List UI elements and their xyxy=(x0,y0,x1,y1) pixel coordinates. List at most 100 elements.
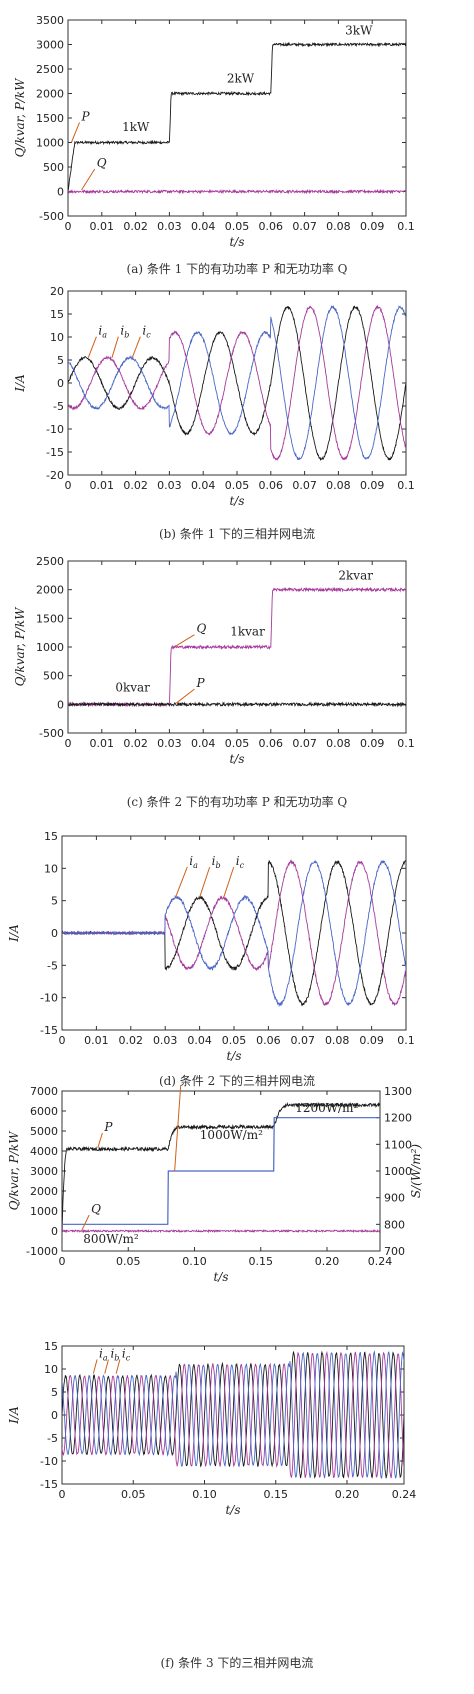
annotation-label: ia xyxy=(98,324,107,340)
y-tick-label: 6000 xyxy=(30,1105,58,1118)
y-tick-label: 2500 xyxy=(36,555,64,568)
y-tick-label: 10 xyxy=(44,1363,58,1376)
x-tick-label: 0.02 xyxy=(123,220,148,233)
chart-svg-e: 0 0.05 0.10 0.15 0.20 0.24-100001000200030004… xyxy=(7,1085,423,1284)
series-Q xyxy=(68,188,406,195)
series-ic xyxy=(62,1350,404,1479)
y-tick-label: -10 xyxy=(46,423,64,436)
annotation-label: 1200W/m² xyxy=(295,1101,358,1115)
chart-caption: (b) 条件 1 下的三相并网电流 xyxy=(158,527,316,541)
y-tick-label: 2000 xyxy=(36,88,64,101)
annotation-leader xyxy=(81,168,96,191)
series-ic xyxy=(68,304,406,461)
x-tick-label: 0.05 xyxy=(222,1034,247,1047)
y-tick-label: 1000 xyxy=(36,137,64,150)
y-tick-label: 2000 xyxy=(36,584,64,597)
y2-tick-label: 1000 xyxy=(384,1165,412,1178)
y-axis-label: Q/kvar, P/kW xyxy=(13,77,27,158)
x-tick-label: 0.15 xyxy=(249,1255,274,1268)
y2-tick-label: 1300 xyxy=(384,1085,412,1098)
y-tick-label: 0 xyxy=(51,1409,58,1422)
y2-tick-label: 900 xyxy=(384,1192,405,1205)
annotation-label: 2kW xyxy=(227,72,255,86)
annotation-leader xyxy=(115,1359,121,1374)
chart-svg-f: 0 0.05 0.10 0.15 0.20 0.24 -15 -10 -5 0 5 10 15 t/s I/… xyxy=(7,1340,416,1517)
x-tick-label: 0.09 xyxy=(360,737,385,750)
y-tick-label: -5 xyxy=(47,1432,58,1445)
annotation-leader xyxy=(104,1359,109,1374)
x-tick-label: 0.01 xyxy=(84,1034,109,1047)
y-tick-label: 1500 xyxy=(36,112,64,125)
y-tick-label: -500 xyxy=(39,210,64,223)
x-tick-label: 0.06 xyxy=(259,479,284,492)
x-tick-label: 0.04 xyxy=(191,737,216,750)
annotation-leader xyxy=(175,866,188,898)
annotation-label: ia xyxy=(99,1347,108,1363)
series-ib xyxy=(62,1350,404,1479)
x-tick-label: 0.07 xyxy=(292,479,317,492)
annotation-leader xyxy=(92,1359,98,1374)
chart-svg-b: 0 0.01 0.02 0.03 0.04 0.05 0.06 0.07 0.08 0.09 0.1… xyxy=(13,285,415,508)
y-tick-label: -500 xyxy=(39,727,64,740)
x-tick-label: 0.10 xyxy=(192,1488,217,1501)
plot-frame xyxy=(67,19,407,217)
chart-caption: (a) 条件 1 下的有功功率 P 和无功功率 Q xyxy=(126,262,348,276)
y-tick-label: 4000 xyxy=(30,1145,58,1158)
y-tick-label: -5 xyxy=(47,959,58,972)
annotation-label: 1000W/m² xyxy=(200,1128,263,1142)
annotation-label: ib xyxy=(212,854,221,870)
chart-caption: (f) 条件 3 下的三相并网电流 xyxy=(160,1656,314,1670)
y2-tick-label: 700 xyxy=(384,1245,405,1258)
series-ic xyxy=(62,859,406,1008)
x-tick-label: 0.08 xyxy=(326,220,351,233)
y2-tick-label: 1200 xyxy=(384,1112,412,1125)
x-tick-label: 0.07 xyxy=(292,220,317,233)
x-tick-label: 0.04 xyxy=(187,1034,212,1047)
x-axis-label: t/s xyxy=(229,235,244,249)
x-tick-label: 0 xyxy=(65,479,72,492)
x-tick-label: 0.03 xyxy=(157,479,182,492)
y-tick-label: 0 xyxy=(57,698,64,711)
y-axis-label: I/A xyxy=(7,924,21,943)
annotation-leader xyxy=(81,1214,90,1231)
y-tick-label: -10 xyxy=(40,1455,58,1468)
x-tick-label: 0.05 xyxy=(225,737,250,750)
y-tick-label: 0 xyxy=(51,1225,58,1238)
x-tick-label: 0.09 xyxy=(359,1034,384,1047)
y-tick-label: 10 xyxy=(44,862,58,875)
x-tick-label: 0.06 xyxy=(259,737,284,750)
x-tick-label: 0.09 xyxy=(360,220,385,233)
y-tick-label: 1500 xyxy=(36,612,64,625)
annotation-label: ib xyxy=(120,324,129,340)
x-tick-label: 0.1 xyxy=(397,479,415,492)
x-tick-label: 0.01 xyxy=(90,220,115,233)
x-tick-label: 0.04 xyxy=(191,479,216,492)
x-tick-label: 0 xyxy=(65,220,72,233)
annotation-label: ib xyxy=(110,1347,119,1363)
chart-caption: (c) 条件 2 下的有功功率 P 和无功功率 Q xyxy=(126,795,348,809)
chart-panel-b: 0 0.01 0.02 0.03 0.04 0.05 0.06 0.07 0.08 0.09 0.1… xyxy=(0,285,474,555)
y-axis-label: Q/kvar, P/kW xyxy=(7,1130,21,1211)
x-tick-label: 0.07 xyxy=(292,737,317,750)
annotation-leader xyxy=(223,866,235,898)
x-tick-label: 0.08 xyxy=(325,1034,350,1047)
y-tick-label: -10 xyxy=(40,992,58,1005)
y-tick-label: 5 xyxy=(51,1386,58,1399)
y-tick-label: 500 xyxy=(43,670,64,683)
annotation-label: 1kW xyxy=(122,120,150,134)
x-tick-label: 0.1 xyxy=(397,220,415,233)
y-tick-label: 5 xyxy=(51,895,58,908)
annotation-label: P xyxy=(81,109,91,123)
annotation-leader xyxy=(70,122,80,143)
series-S xyxy=(62,1117,380,1225)
annotation-label: 2kvar xyxy=(338,568,373,582)
x-tick-label: 0 xyxy=(59,1255,66,1268)
x-tick-label: 0.05 xyxy=(121,1488,146,1501)
annotation-label: 800W/m² xyxy=(83,1232,139,1246)
series-ia xyxy=(68,305,406,462)
annotation-label: Q xyxy=(196,622,206,636)
chart-caption: (d) 条件 2 下的三相并网电流 xyxy=(158,1074,316,1088)
y2-axis-label: S/(W/m²) xyxy=(409,1144,423,1199)
annotation-label: 0kvar xyxy=(115,681,150,695)
x-tick-label: 0.08 xyxy=(326,479,351,492)
